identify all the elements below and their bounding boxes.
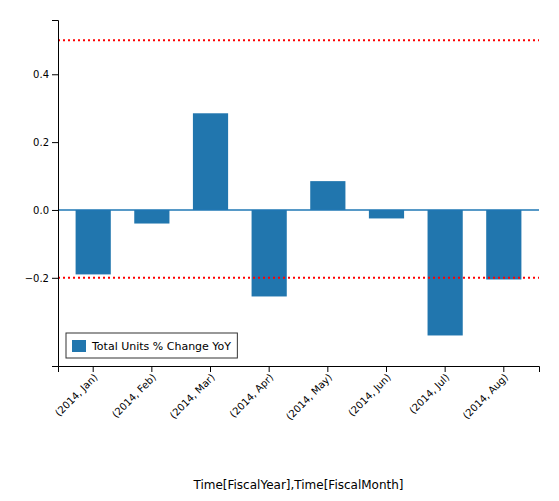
legend: Total Units % Change YoY [66, 333, 237, 358]
x-tick: (2014, Mar) [168, 366, 217, 421]
chart: −0.20.00.20.4(2014, Jan)(2014, Feb)(2014… [0, 0, 559, 501]
y-tick-label: 0.0 [33, 205, 49, 216]
x-tick-mark [210, 366, 211, 372]
x-tick: (2014, May) [284, 366, 334, 422]
x-tick: (2014, Jun) [346, 366, 393, 418]
x-tick-mark [93, 366, 94, 372]
y-tick: 0.2 [33, 137, 58, 148]
legend-frame [66, 333, 237, 358]
reference-line [58, 209, 539, 211]
x-tick-mark [269, 366, 270, 372]
y-tick-mark [52, 210, 58, 211]
x-tick-label: (2014, Aug) [461, 372, 511, 422]
y-tick: −0.2 [25, 273, 58, 284]
y-tick: 0.0 [33, 205, 58, 216]
bar [310, 181, 345, 210]
y-tick-mark [52, 74, 58, 75]
bar [193, 113, 228, 210]
legend-label: Total Units % Change YoY [91, 340, 231, 353]
bar [369, 210, 404, 218]
x-tick-mark [445, 366, 446, 372]
x-axis-line [59, 367, 540, 373]
x-tick-mark [386, 366, 387, 372]
x-tick: (2014, Aug) [461, 366, 511, 421]
x-axis: (2014, Jan)(2014, Feb)(2014, Mar)(2014, … [53, 366, 540, 422]
x-tick-label: (2014, Mar) [168, 372, 217, 421]
x-tick-mark [503, 366, 504, 372]
plot: −0.20.00.20.4(2014, Jan)(2014, Feb)(2014… [25, 21, 540, 423]
bar-series [76, 113, 522, 335]
y-tick-mark [52, 142, 58, 143]
legend-item: Total Units % Change YoY [72, 340, 231, 353]
marks [58, 40, 539, 335]
x-tick: (2014, Feb) [110, 366, 158, 420]
reference-line [58, 39, 539, 41]
x-tick-label: (2014, Jul) [407, 372, 451, 416]
reference-line [58, 277, 539, 279]
legend-swatch [72, 340, 86, 352]
x-tick-label: (2014, Feb) [110, 372, 158, 420]
x-tick: (2014, Apr) [228, 366, 276, 420]
x-tick-mark [151, 366, 152, 372]
x-axis-title: Time[FiscalYear],Time[FiscalMonth] [192, 478, 403, 492]
y-tick-mark [52, 278, 58, 279]
x-tick-label: (2014, Jan) [53, 372, 100, 419]
bar [428, 210, 463, 336]
y-tick-label: 0.4 [33, 69, 49, 80]
x-tick-label: (2014, Jun) [346, 372, 393, 419]
y-tick: 0.4 [33, 69, 58, 80]
y-axis-line [52, 21, 59, 367]
x-tick: (2014, Jul) [407, 366, 451, 416]
bar [76, 210, 111, 274]
x-tick-mark [327, 366, 328, 372]
bar [486, 210, 521, 280]
bar [252, 210, 287, 297]
y-tick-label: −0.2 [25, 273, 49, 284]
bar [134, 210, 169, 224]
x-tick: (2014, Jan) [53, 366, 100, 418]
x-tick-label: (2014, Apr) [228, 372, 276, 420]
y-axis: −0.2 0.0 0.2 0.4 [25, 21, 59, 367]
y-tick-label: 0.2 [33, 137, 49, 148]
x-tick-label: (2014, May) [284, 372, 334, 422]
